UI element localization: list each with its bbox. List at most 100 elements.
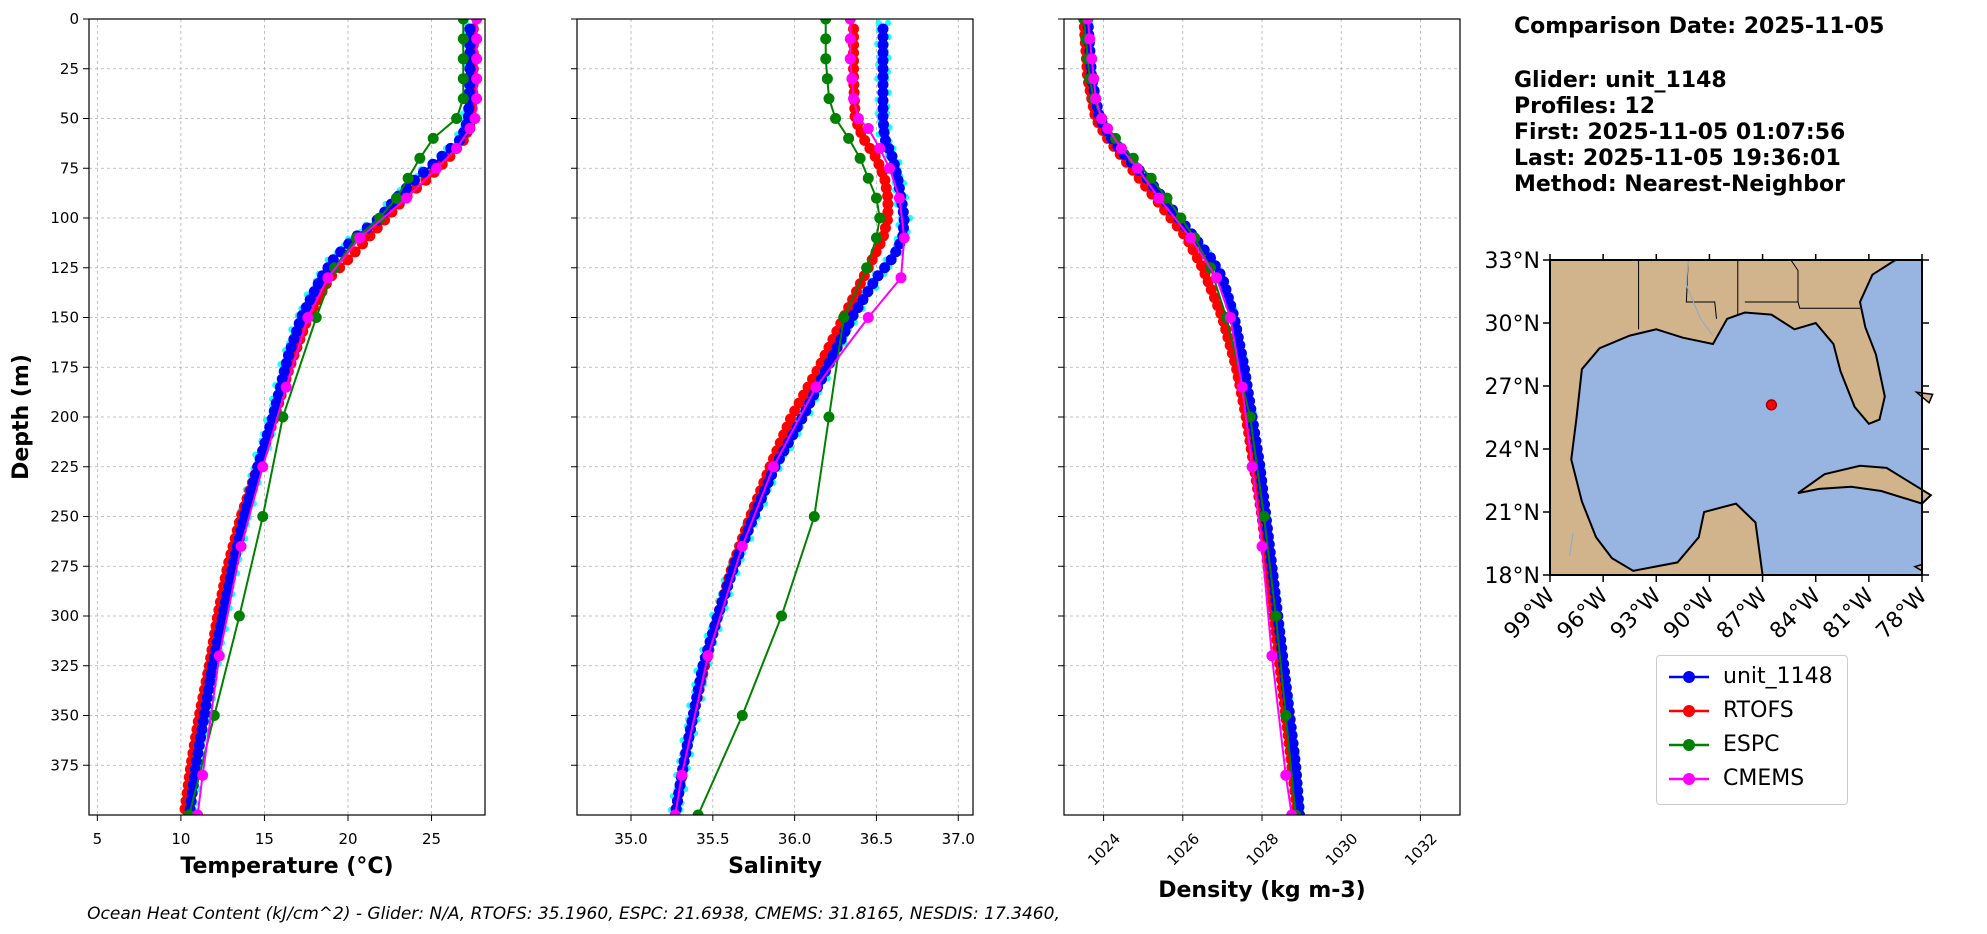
series-point-cmems <box>844 53 856 65</box>
series-point-espc <box>862 172 874 184</box>
series-point-cmems <box>451 142 463 154</box>
series-point-espc <box>820 33 832 45</box>
series-point-espc <box>1161 192 1173 204</box>
x-tick-label: 36.5 <box>860 830 893 848</box>
series-point-cmems <box>1090 93 1102 105</box>
series-point-unit-1148 <box>885 254 897 266</box>
lat-label: 24°N <box>1485 438 1540 463</box>
x-axis-label: Temperature (°C) <box>180 854 393 879</box>
lat-label: 33°N <box>1485 249 1540 274</box>
series-point-espc <box>1244 411 1256 423</box>
series-point-espc <box>820 53 832 65</box>
series-point-cmems <box>1102 122 1114 134</box>
gulf-map: 33°N 30°N 27°N 24°N 21°N 18°N99°W96°W93°W90°W… <box>1485 249 1934 644</box>
series-point-unit-1148 <box>890 246 902 258</box>
legend-marker-icon <box>1669 739 1709 751</box>
series-point-rtofs <box>882 190 894 202</box>
x-tick-label: 1032 <box>1401 830 1441 870</box>
series-group <box>667 19 914 815</box>
series-point-cmems <box>844 33 856 45</box>
y-axis-label: Depth (m) <box>9 354 34 480</box>
series-point-cmems <box>1286 809 1298 815</box>
lon-label: 93°W <box>1606 583 1667 644</box>
series-point-cmems <box>197 769 209 781</box>
series-point-cmems <box>898 232 910 244</box>
series-line-rtofs <box>182 28 475 815</box>
series-point-cmems <box>1084 33 1096 45</box>
series-point-espc <box>861 262 873 274</box>
series-point-espc <box>257 511 269 522</box>
glider-position-marker <box>1765 399 1778 411</box>
series-point-espc <box>277 411 289 423</box>
series-point-cmems <box>1115 142 1127 154</box>
series-point-espc <box>310 312 322 323</box>
series-point-espc <box>823 411 835 423</box>
series-point-unit-1148 <box>1291 777 1303 789</box>
series-point-espc <box>457 73 469 85</box>
series-point-unit-1148 <box>343 238 355 250</box>
series-point-cmems <box>471 93 483 105</box>
y-tick-label: 100 <box>50 209 79 227</box>
series-point-espc <box>808 511 820 522</box>
series-point-cmems <box>895 272 907 284</box>
series-group <box>179 19 483 815</box>
series-point-cmems <box>322 272 334 284</box>
x-tick-label: 15 <box>255 830 274 848</box>
series-point-cmems <box>848 93 860 105</box>
legend-item-rtofs: RTOFS <box>1665 696 1841 726</box>
series-point-unit-1148 <box>1290 769 1302 781</box>
y-tick-label: 225 <box>50 458 79 476</box>
legend: unit_1148 RTOFS ESPC CMEMS <box>1656 655 1848 805</box>
series-point-espc <box>374 212 386 224</box>
series-point-unit-1148 <box>1286 729 1298 741</box>
series-line-espc <box>188 19 465 815</box>
series-group <box>1078 19 1306 815</box>
legend-dot <box>1683 705 1695 717</box>
series-point-espc <box>457 19 469 25</box>
series-point-unit-1148 <box>464 23 476 35</box>
legend-label: ESPC <box>1723 732 1780 757</box>
series-point-cmems <box>1236 381 1248 393</box>
map-frame <box>1549 259 1923 576</box>
chart-panel-2: 35.0 35.5 36.0 36.5 37.0 Salinity <box>571 18 975 879</box>
series-point-cmems <box>1086 53 1098 65</box>
state-border <box>1797 301 1860 309</box>
series-point-cmems <box>1131 162 1143 174</box>
legend-label: unit_1148 <box>1723 664 1833 689</box>
series-point-espc <box>414 152 426 164</box>
lon-label: 87°W <box>1712 583 1773 644</box>
series-point-cmems <box>213 650 225 662</box>
y-tick-label: 25 <box>60 60 79 78</box>
river <box>1568 532 1574 557</box>
legend-marker-icon <box>1669 773 1709 785</box>
series-point-cmems <box>844 19 856 25</box>
series-point-unit-1148 <box>877 111 889 123</box>
series-point-espc <box>427 132 439 144</box>
series-point-espc <box>821 73 833 85</box>
legend-marker-icon <box>1669 705 1709 717</box>
y-tick-label: 175 <box>50 358 79 376</box>
x-tick-label: 5 <box>93 830 103 848</box>
series-point-cmems <box>810 381 822 393</box>
y-tick-label: 350 <box>50 707 79 725</box>
series-point-cmems <box>884 162 896 174</box>
series-point-unit-1148 <box>463 103 475 115</box>
series-point-unit-1148 <box>1290 761 1302 773</box>
chart-panel-1: 0 25 50 75 100 125 150 175 200 225 250 275 300 325 350… <box>50 10 486 879</box>
series-point-rtofs <box>864 142 876 154</box>
legend-marker-icon <box>1669 671 1709 683</box>
series-point-cmems <box>1256 540 1268 552</box>
series-point-cmems <box>874 142 886 154</box>
series-point-espc <box>233 610 245 622</box>
series-point-cmems <box>852 113 864 124</box>
profile-count: Profiles: 12 <box>1514 94 1656 119</box>
series-point-unit-1148 <box>877 31 889 43</box>
series-point-rtofs <box>859 134 871 146</box>
series-point-espc <box>870 192 882 204</box>
y-tick-label: 200 <box>50 408 79 426</box>
series-point-cmems <box>302 312 314 323</box>
series-point-cmems <box>469 113 481 124</box>
series-point-cmems <box>1088 73 1100 85</box>
x-tick-label: 1024 <box>1084 830 1124 870</box>
series-point-cmems <box>1096 113 1108 124</box>
